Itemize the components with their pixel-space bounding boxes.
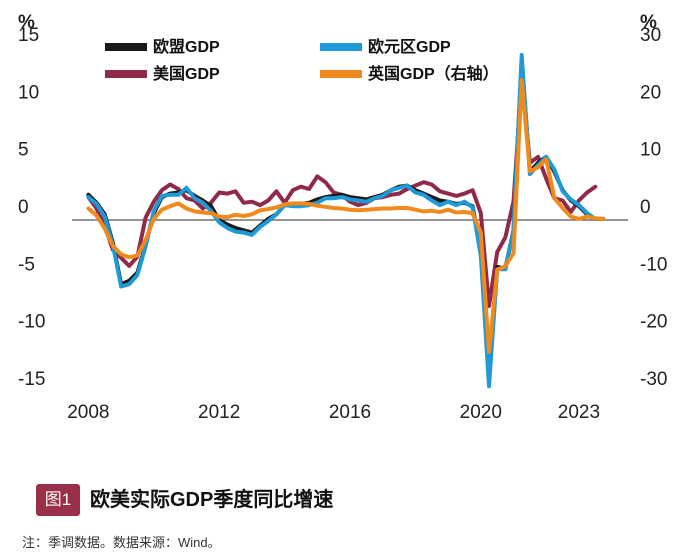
x-tick-label: 2020 (460, 402, 502, 423)
left-y-tick-label: -5 (18, 254, 35, 275)
left-y-tick-label: 5 (18, 140, 29, 161)
figure-title: 欧美实际GDP季度同比增速 (90, 489, 334, 511)
right-y-tick-label: 10 (640, 140, 661, 161)
legend-swatch-3 (320, 70, 362, 78)
x-tick-label: 2023 (558, 402, 600, 423)
right-y-tick-label: -10 (640, 254, 667, 275)
x-tick-label: 2016 (329, 402, 371, 423)
left-y-tick-label: 0 (18, 197, 29, 218)
legend-label-3: 英国GDP（右轴） (367, 64, 499, 83)
caption-block: 图1 欧美实际GDP季度同比增速 注：季调数据。数据来源：Wind。 (0, 440, 691, 559)
series-line-1 (86, 52, 606, 389)
x-tick-label: 2008 (67, 402, 109, 423)
left-y-tick-label: 10 (18, 82, 39, 103)
chart-area: %% 15 10 5 0 -5 -10 -15 30 20 10 0 -10 -20 -30 2008 2012… (18, 12, 691, 460)
left-y-tick-label: 15 (18, 25, 39, 46)
left-y-tick-label: -15 (18, 369, 45, 390)
left-y-tick-label: -10 (18, 312, 45, 333)
right-y-tick-label: 30 (640, 25, 661, 46)
series-line-3 (86, 78, 606, 354)
right-y-tick-label: 20 (640, 82, 661, 103)
left-axis-unit: % (18, 12, 35, 33)
x-tick-label: 2012 (198, 402, 240, 423)
right-axis-unit: % (640, 12, 657, 33)
right-y-tick-label: -20 (640, 312, 667, 333)
legend-swatch-0 (105, 43, 147, 51)
legend-swatch-1 (320, 43, 362, 51)
figure-number-badge: 图1 (36, 484, 80, 516)
legend-swatch-2 (105, 70, 147, 78)
legend-label-1: 欧元区GDP (368, 37, 451, 56)
right-y-tick-label: -30 (640, 369, 667, 390)
legend-label-0: 欧盟GDP (153, 37, 220, 56)
legend-label-2: 美国GDP (153, 64, 220, 83)
figure-note: 注：季调数据。数据来源：Wind。 (22, 535, 221, 550)
right-y-tick-label: 0 (640, 197, 651, 218)
